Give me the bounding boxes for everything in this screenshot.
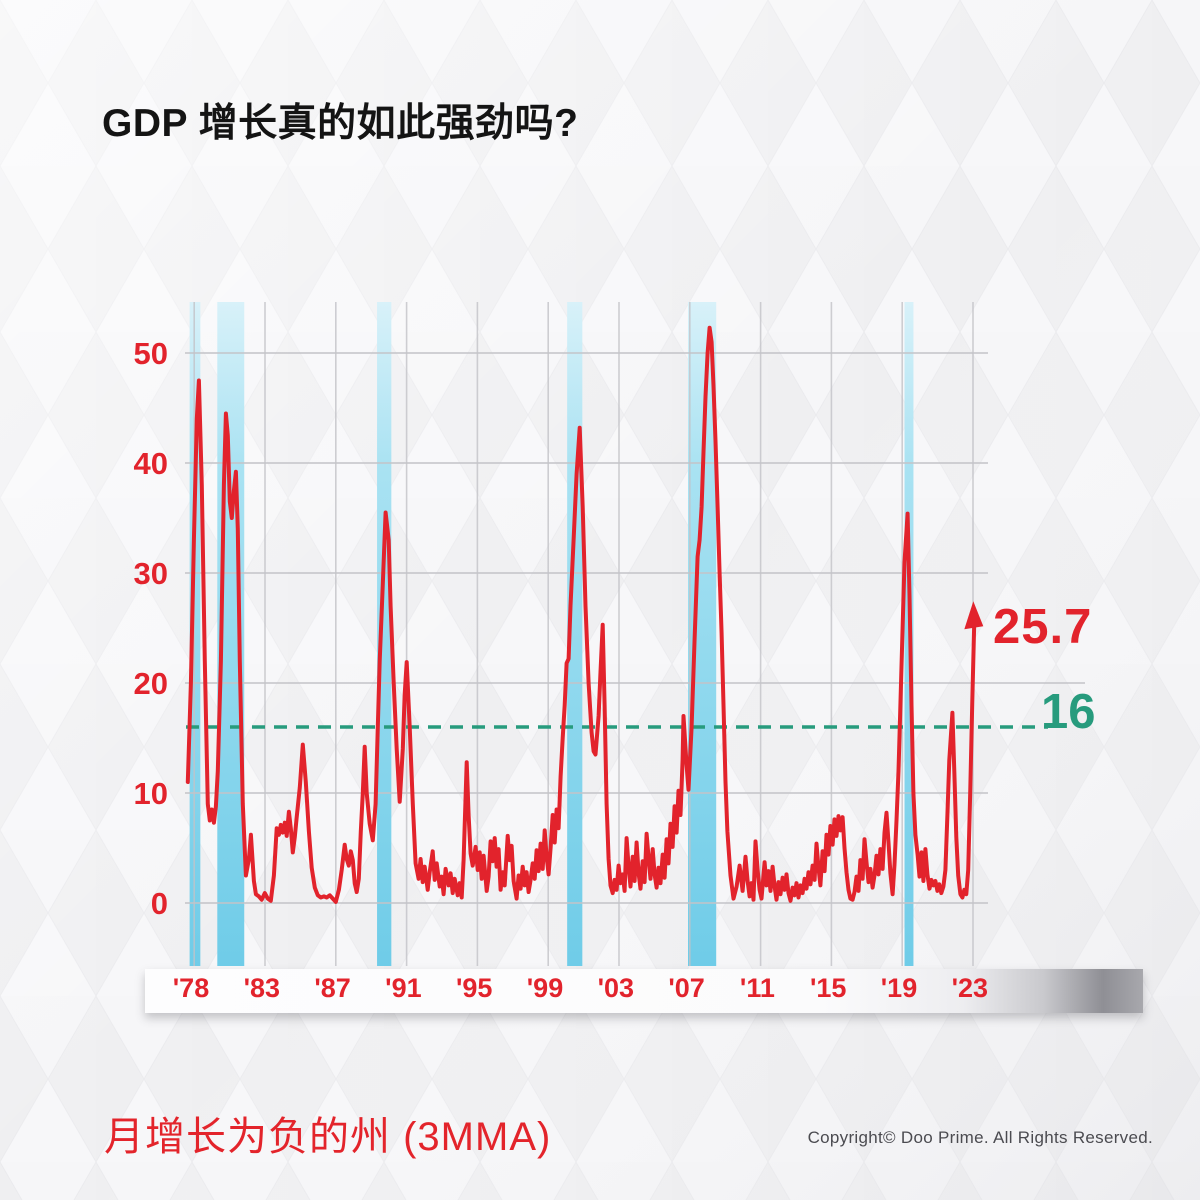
y-tick-label: 10 (133, 776, 168, 811)
x-tick-label: '95 (455, 973, 493, 1003)
y-tick-label: 40 (133, 446, 168, 481)
y-tick-label: 0 (150, 886, 168, 921)
x-tick-label: '15 (809, 973, 847, 1003)
x-tick-label: '78 (172, 973, 210, 1003)
series-line (185, 325, 977, 904)
x-tick-label: '23 (951, 973, 989, 1003)
copyright-text: Copyright© Doo Prime. All Rights Reserve… (807, 1128, 1153, 1147)
x-axis-ribbon (145, 969, 1143, 1013)
x-tick-label: '83 (243, 973, 281, 1003)
recession-bands (189, 302, 914, 966)
latest-value-annotation: 25.7 (993, 600, 1093, 654)
chart-caption: 月增长为负的州 (3MMA) (104, 1115, 552, 1159)
y-tick-label: 20 (133, 666, 168, 701)
x-tick-label: '99 (526, 973, 564, 1003)
x-tick-label: '11 (739, 973, 775, 1003)
x-tick-label: '03 (597, 973, 635, 1003)
line-end-up-arrow-icon (964, 601, 984, 630)
x-tick-label: '87 (314, 973, 351, 1003)
threshold-value-annotation: 16 (1041, 685, 1096, 739)
y-tick-label: 30 (133, 556, 168, 591)
page-title: GDP 增长真的如此强劲吗? (102, 102, 579, 145)
horizontal-gridlines (185, 352, 1085, 904)
x-tick-label: '19 (880, 973, 918, 1003)
x-tick-label: '91 (385, 973, 422, 1003)
y-tick-label: 50 (133, 336, 168, 371)
x-tick-label: '07 (668, 973, 705, 1003)
